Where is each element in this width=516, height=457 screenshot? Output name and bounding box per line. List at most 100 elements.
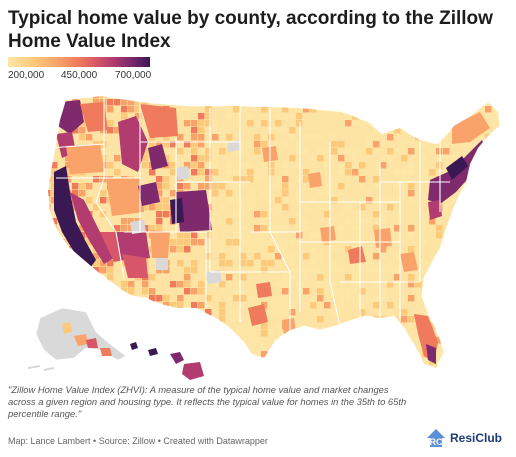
- county-cell: [345, 330, 352, 337]
- county-cell: [478, 99, 485, 106]
- county-cell: [247, 99, 254, 106]
- legend-ticks: 200,000 450,000 700,000: [8, 70, 152, 84]
- county-cell: [464, 274, 471, 281]
- county-cell: [499, 197, 500, 204]
- county-cell: [205, 232, 212, 239]
- county-cell: [170, 169, 177, 176]
- county-cell: [198, 162, 205, 169]
- county-cell: [310, 330, 317, 337]
- county-cell: [499, 96, 500, 99]
- county-cell: [100, 288, 107, 295]
- county-cell: [429, 365, 436, 368]
- county-cell: [492, 120, 499, 127]
- county-cell: [387, 225, 394, 232]
- county-cell: [387, 309, 394, 316]
- county-cell: [478, 323, 485, 330]
- county-cell: [422, 127, 429, 134]
- county-cell: [205, 309, 212, 316]
- county-cell: [387, 204, 394, 211]
- county-cell: [198, 344, 205, 351]
- county-cell: [401, 309, 408, 316]
- county-cell: [79, 183, 86, 190]
- county-cell: [296, 96, 303, 99]
- county-cell: [114, 323, 121, 330]
- county-cell: [359, 218, 366, 225]
- county-cell: [191, 323, 198, 330]
- county-cell: [282, 106, 289, 113]
- county-cell: [212, 337, 219, 344]
- county-cell: [436, 148, 443, 155]
- legend-tick-label: 700,000: [115, 70, 152, 81]
- county-cell: [268, 246, 275, 253]
- county-cell: [198, 155, 205, 162]
- county-cell: [359, 99, 366, 106]
- county-cell: [492, 316, 499, 323]
- county-cell: [478, 337, 485, 344]
- county-cell: [79, 295, 86, 302]
- county-cell: [275, 127, 282, 134]
- county-cell: [48, 302, 51, 309]
- county-cell: [436, 337, 443, 344]
- county-cell: [422, 176, 429, 183]
- county-cell: [156, 204, 163, 211]
- county-cell: [310, 302, 317, 309]
- county-cell: [457, 197, 464, 204]
- county-cell: [366, 288, 373, 295]
- county-cell: [107, 99, 114, 106]
- county-cell: [380, 96, 387, 99]
- county-cell: [478, 365, 485, 368]
- county-cell: [338, 169, 345, 176]
- county-cell: [317, 344, 324, 351]
- county-cell: [422, 169, 429, 176]
- county-cell: [331, 260, 338, 267]
- county-cell: [429, 260, 436, 267]
- county-cell: [261, 176, 268, 183]
- county-cell: [478, 246, 485, 253]
- county-cell: [128, 106, 135, 113]
- county-cell: [317, 337, 324, 344]
- county-cell: [205, 358, 212, 365]
- county-cell: [394, 211, 401, 218]
- county-cell: [338, 225, 345, 232]
- county-cell: [289, 218, 296, 225]
- county-cell: [170, 162, 177, 169]
- county-cell: [212, 155, 219, 162]
- jackson-hole: [148, 144, 168, 170]
- county-cell: [48, 295, 51, 302]
- county-cell: [478, 162, 485, 169]
- county-cell: [485, 218, 492, 225]
- county-cell: [142, 204, 149, 211]
- county-cell: [492, 134, 499, 141]
- legend-tick-label: 200,000: [8, 70, 45, 81]
- county-cell: [352, 358, 359, 365]
- county-cell: [233, 148, 240, 155]
- county-cell: [422, 267, 429, 274]
- county-cell: [205, 155, 212, 162]
- county-cell: [394, 120, 401, 127]
- county-cell: [184, 344, 191, 351]
- county-cell: [443, 148, 450, 155]
- county-cell: [443, 358, 450, 365]
- county-cell: [107, 316, 114, 323]
- county-cell: [464, 225, 471, 232]
- county-cell: [226, 281, 233, 288]
- new-mexico: [150, 230, 170, 258]
- miami-keys: [426, 344, 436, 364]
- county-cell: [247, 239, 254, 246]
- county-cell: [366, 96, 373, 99]
- county-cell: [198, 316, 205, 323]
- county-cell: [261, 351, 268, 358]
- county-cell: [72, 295, 79, 302]
- county-cell: [212, 351, 219, 358]
- county-cell: [485, 232, 492, 239]
- county-cell: [443, 337, 450, 344]
- county-cell: [387, 365, 394, 368]
- county-cell: [282, 281, 289, 288]
- county-cell: [485, 204, 492, 211]
- county-cell: [352, 225, 359, 232]
- county-cell: [478, 106, 485, 113]
- county-cell: [422, 211, 429, 218]
- charlotte: [374, 228, 392, 248]
- county-cell: [310, 358, 317, 365]
- county-cell: [275, 106, 282, 113]
